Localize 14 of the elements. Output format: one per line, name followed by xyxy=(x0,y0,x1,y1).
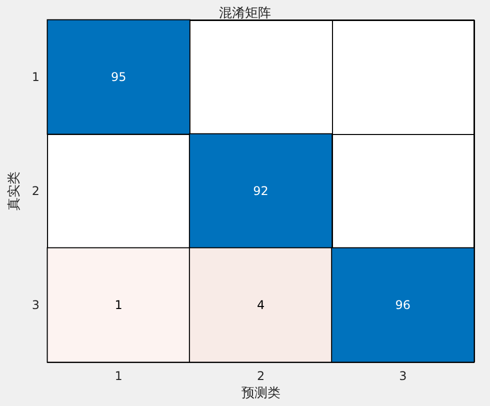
x-axis-title: 预测类 xyxy=(241,386,280,401)
y-tick-label: 3 xyxy=(32,298,40,312)
y-axis-title: 真实类 xyxy=(7,172,22,210)
data-label: 95 xyxy=(110,70,126,84)
data-label: 92 xyxy=(253,184,268,198)
data-label: 96 xyxy=(395,298,411,312)
y-tick-label: 2 xyxy=(32,184,40,198)
data-label: 4 xyxy=(256,298,265,312)
chart-title: 混淆矩阵 xyxy=(219,6,271,21)
x-tick-label: 3 xyxy=(399,369,407,383)
x-tick-label: 2 xyxy=(256,369,265,383)
x-tick-label: 1 xyxy=(114,369,122,383)
y-tick-label: 1 xyxy=(32,70,40,84)
data-label: 1 xyxy=(114,298,122,312)
